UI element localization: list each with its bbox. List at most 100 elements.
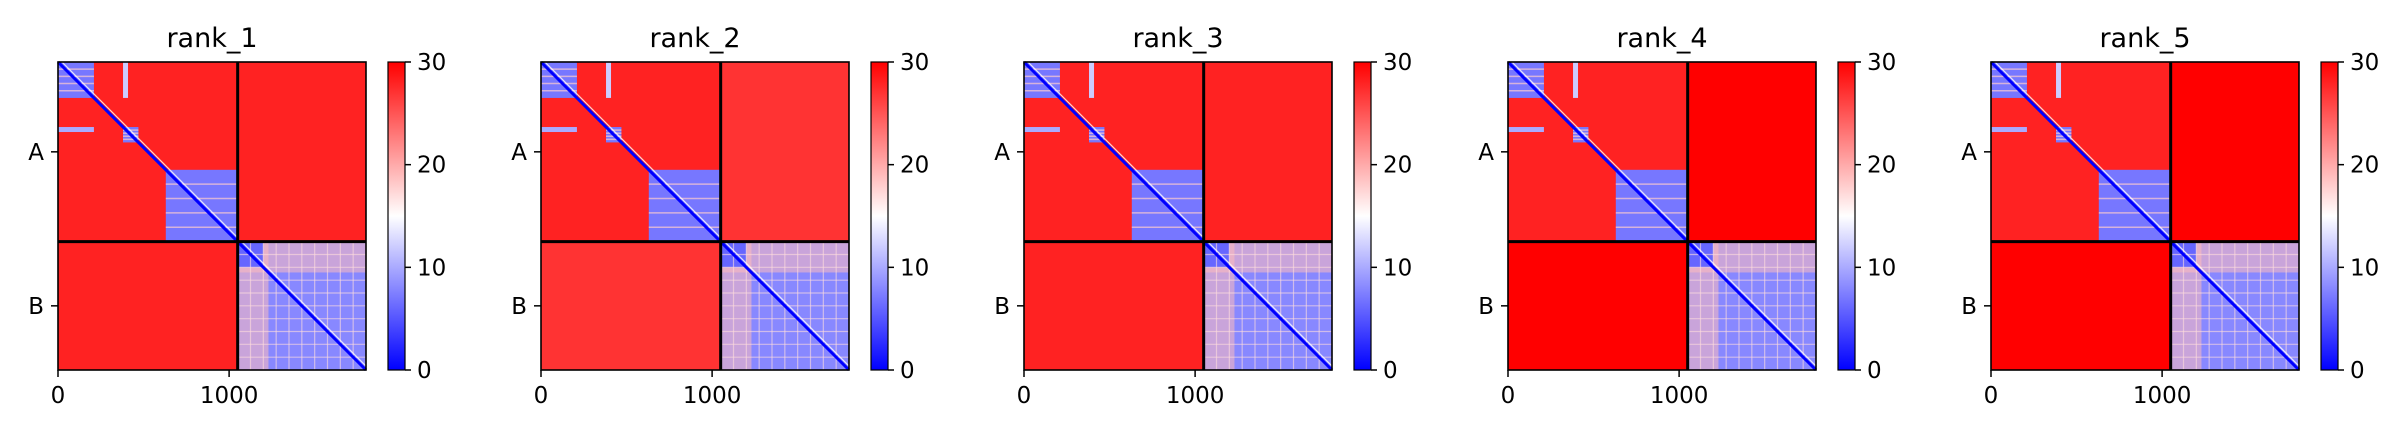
contact-stripe: [123, 62, 129, 98]
x-tick-label: 0: [1017, 383, 1032, 409]
y-tick-label: A: [28, 140, 44, 166]
diagonal-edge: [241, 241, 367, 367]
colorbar-tick-label: 10: [900, 255, 929, 281]
axes-frame: [1990, 61, 2300, 371]
diagonal-edge: [2174, 241, 2300, 367]
axes-frame: [1507, 61, 1817, 371]
y-tick-label: B: [1478, 294, 1494, 320]
colorbar-tick-label: 10: [1867, 255, 1896, 281]
intra-chain-block-B: [236, 240, 368, 372]
diagonal: [236, 240, 368, 372]
colorbar-tick-label: 20: [2350, 153, 2379, 179]
y-tick-label: B: [1961, 294, 1977, 320]
colorbar-tick-label: 20: [1867, 153, 1896, 179]
y-tick-label: A: [1961, 140, 1977, 166]
intra-chain-block-B: [719, 240, 851, 372]
colorbar-tick-label: 0: [2350, 358, 2365, 384]
intra-chain-block-B: [2169, 240, 2301, 372]
colorbar-tick-label: 30: [1383, 50, 1412, 76]
colorbar-tick-label: 30: [1867, 50, 1896, 76]
diagonal: [2169, 240, 2301, 372]
panel-title: rank_5: [2099, 23, 2190, 54]
colorbar-tick-label: 30: [417, 50, 446, 76]
y-tick-label: A: [1478, 140, 1494, 166]
diagonal: [1506, 60, 1689, 243]
diagonal-edge: [1027, 61, 1205, 239]
diagonal: [56, 60, 239, 243]
diagonal-edge: [724, 241, 850, 367]
colorbar-tick-label: 0: [1867, 358, 1882, 384]
intra-chain-block-A: [539, 60, 722, 243]
colorbar-tick-label: 30: [2350, 50, 2379, 76]
contact-stripe: [1089, 62, 1095, 98]
colorbar-tick-label: 10: [417, 255, 446, 281]
colorbar: [1837, 61, 1856, 371]
diagonal: [539, 60, 722, 243]
intra-chain-block-A: [1989, 60, 2172, 243]
x-tick-label: 1000: [200, 383, 259, 409]
diagonal: [719, 240, 851, 372]
colorbar: [1353, 61, 1372, 371]
contact-stripe: [58, 127, 94, 133]
colorbar: [2320, 61, 2339, 371]
colorbar-tick-label: 20: [417, 153, 446, 179]
colorbar: [870, 61, 889, 371]
diagonal-edge: [61, 61, 239, 239]
contact-stripe: [1024, 127, 1060, 133]
panel-title: rank_1: [166, 23, 257, 54]
contact-stripe: [541, 127, 577, 133]
y-tick-label: A: [511, 140, 527, 166]
diagonal-edge: [544, 61, 722, 239]
y-tick-label: A: [994, 140, 1010, 166]
heatmap-panel-5: rank_5 A B 0 1000 0 10 20 30: [1961, 23, 2379, 409]
diagonal-edge: [1511, 61, 1689, 239]
x-tick-label: 0: [51, 383, 66, 409]
x-tick-label: 0: [1501, 383, 1516, 409]
colorbar-tick-label: 10: [1383, 255, 1412, 281]
diagonal: [1022, 60, 1205, 243]
x-tick-label: 0: [534, 383, 549, 409]
x-tick-label: 1000: [1166, 383, 1225, 409]
diagonal: [1202, 240, 1334, 372]
axes-frame: [1023, 61, 1333, 371]
intra-chain-block-B: [1686, 240, 1818, 372]
colorbar-tick-label: 30: [900, 50, 929, 76]
heatmap-panel-3: rank_3 A B 0 1000 0 10 20 30: [994, 23, 1412, 409]
heatmap-panel-1: rank_1 A B 0 1000 0 10 20 30: [28, 23, 446, 409]
colorbar-tick-label: 0: [417, 358, 432, 384]
colorbar-tick-label: 20: [1383, 153, 1412, 179]
intra-chain-block-A: [1022, 60, 1205, 243]
axes-frame: [57, 61, 367, 371]
diagonal: [1686, 240, 1818, 372]
x-tick-label: 0: [1984, 383, 1999, 409]
colorbar-tick-label: 10: [2350, 255, 2379, 281]
y-tick-label: B: [511, 294, 527, 320]
contact-stripe: [606, 62, 612, 98]
diagonal-edge: [1691, 241, 1817, 367]
axes-frame: [540, 61, 850, 371]
panel-title: rank_2: [649, 23, 740, 54]
x-tick-label: 1000: [1650, 383, 1709, 409]
heatmap-panel-4: rank_4 A B 0 1000 0 10 20 30: [1478, 23, 1896, 409]
intra-chain-block-A: [56, 60, 239, 243]
y-tick-label: B: [994, 294, 1010, 320]
heatmap-panel-2: rank_2 A B 0 1000 0 10 20 30: [511, 23, 929, 409]
contact-stripe: [1508, 127, 1544, 133]
intra-chain-block-A: [1506, 60, 1689, 243]
colorbar-tick-label: 0: [1383, 358, 1398, 384]
colorbar-tick-label: 20: [900, 153, 929, 179]
diagonal-edge: [1207, 241, 1333, 367]
panel-title: rank_4: [1616, 23, 1707, 54]
contact-stripe: [1991, 127, 2027, 133]
colorbar-tick-label: 0: [900, 358, 915, 384]
colorbar: [387, 61, 406, 371]
diagonal-edge: [1994, 61, 2172, 239]
x-tick-label: 1000: [2133, 383, 2192, 409]
y-tick-label: B: [28, 294, 44, 320]
panel-title: rank_3: [1132, 23, 1223, 54]
contact-stripe: [1573, 62, 1579, 98]
intra-chain-block-B: [1202, 240, 1334, 372]
contact-stripe: [2056, 62, 2062, 98]
x-tick-label: 1000: [683, 383, 742, 409]
